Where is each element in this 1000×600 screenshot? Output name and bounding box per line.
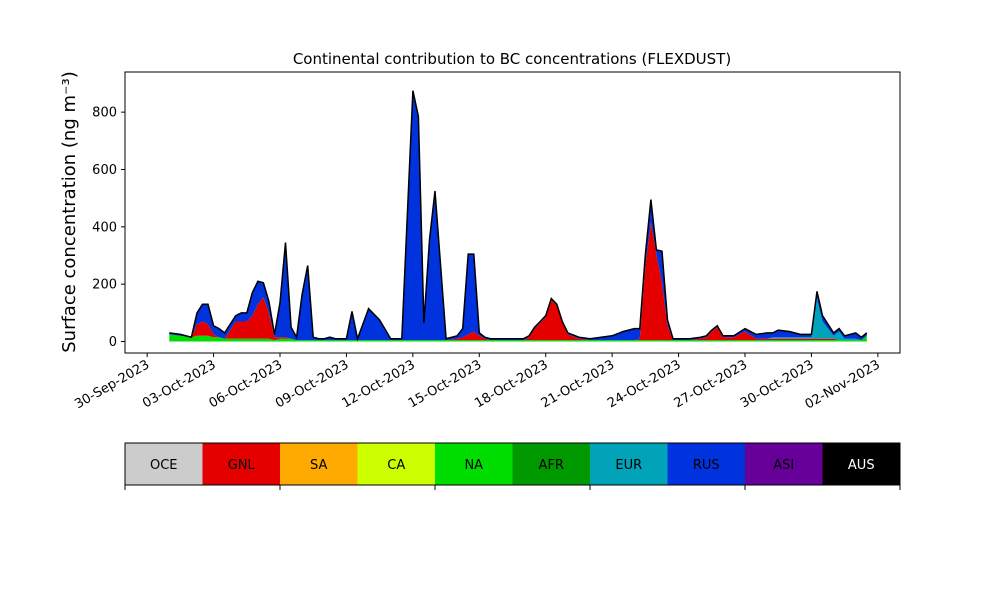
y-tick-label: 800 — [92, 106, 117, 121]
legend-swatch-na — [435, 443, 513, 485]
y-axis-label: Surface concentration (ng m⁻³) — [59, 71, 80, 353]
x-tick-label: 24-Oct-2023 — [605, 357, 683, 411]
area-na — [169, 334, 867, 342]
legend-label-afr: AFR — [539, 458, 564, 473]
legend-label-eur: EUR — [615, 458, 642, 473]
legend-swatch-afr — [512, 443, 590, 485]
legend-label-na: NA — [464, 458, 483, 473]
x-tick-label: 27-Oct-2023 — [672, 357, 750, 411]
y-tick-label: 400 — [92, 220, 117, 235]
y-tick-label: 200 — [92, 278, 117, 293]
y-tick-label: 0 — [109, 335, 117, 350]
legend-swatch-oce — [125, 443, 203, 485]
chart-title: Continental contribution to BC concentra… — [293, 50, 731, 68]
x-tick-label: 18-Oct-2023 — [472, 357, 550, 411]
legend-label-asi: ASI — [773, 458, 794, 473]
legend-swatch-gnl — [202, 443, 280, 485]
y-tick-label: 600 — [92, 163, 117, 178]
legend-colorbar: OCE GNL SA CA NA AFR EUR RUS ASI AUS — [124, 442, 901, 490]
legend-swatch-asi — [745, 443, 823, 485]
legend-swatch-sa — [280, 443, 358, 485]
x-tick-label: 15-Oct-2023 — [406, 357, 484, 411]
x-tick-label: 30-Sep-2023 — [72, 357, 152, 412]
area-rus — [169, 90, 867, 341]
legend-swatch-rus — [667, 443, 745, 485]
area-eur — [169, 222, 867, 341]
total-line — [169, 90, 868, 342]
x-tick-label: 06-Oct-2023 — [207, 357, 285, 411]
x-tick-label: 12-Oct-2023 — [339, 357, 417, 411]
area-gnl — [169, 222, 867, 341]
legend-label-ca: CA — [387, 458, 405, 473]
legend-label-gnl: GNL — [228, 458, 256, 473]
x-axis: 30-Sep-202303-Oct-202306-Oct-202309-Oct-… — [72, 353, 883, 412]
x-tick-label: 21-Oct-2023 — [539, 357, 617, 411]
plot-frame — [124, 71, 901, 354]
x-tick-label: 02-Nov-2023 — [803, 357, 883, 412]
x-tick-label: 03-Oct-2023 — [140, 357, 218, 411]
legend-swatch-ca — [357, 443, 435, 485]
legend-label-rus: RUS — [693, 458, 720, 473]
legend-frame — [124, 442, 901, 486]
x-tick-label: 09-Oct-2023 — [273, 357, 351, 411]
stacked-areas — [169, 90, 868, 342]
legend-swatch-aus — [822, 443, 900, 485]
legend-label-sa: SA — [310, 458, 327, 473]
legend-label-oce: OCE — [150, 458, 178, 473]
legend-label-aus: AUS — [848, 458, 875, 473]
legend-swatch-eur — [590, 443, 668, 485]
y-axis: 0 200 400 600 800 — [92, 106, 125, 350]
